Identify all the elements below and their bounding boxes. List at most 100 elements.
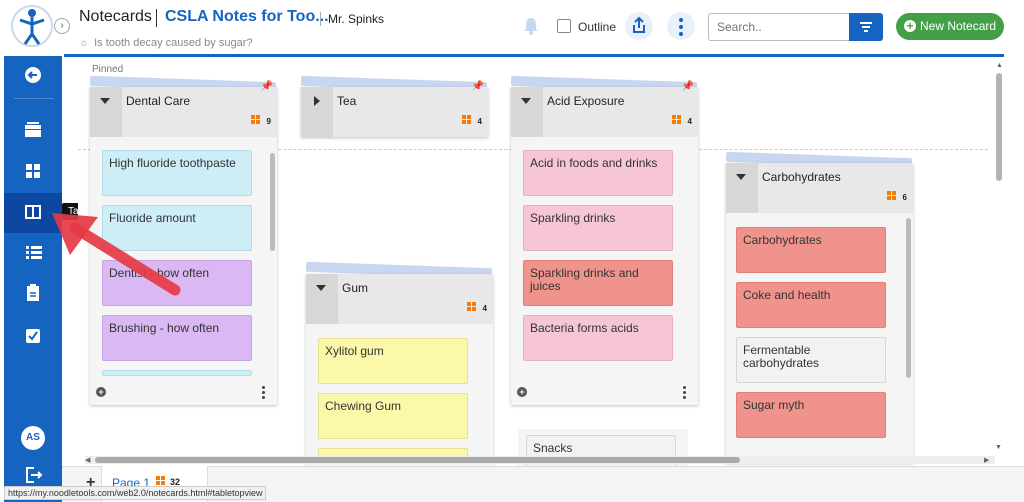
pin-icon[interactable]: 📌: [681, 81, 694, 92]
column-acid-exposure[interactable]: Acid Exposure 📌 4 Acid in foods and drin…: [511, 81, 698, 405]
add-page-button[interactable]: +: [86, 474, 96, 491]
collapse-toggle[interactable]: [90, 87, 122, 137]
board-vertical-scrollbar[interactable]: [996, 73, 1002, 181]
scroll-down-icon[interactable]: ▼: [995, 444, 1002, 451]
notecard[interactable]: Fermentable carbohydrates: [736, 337, 886, 383]
filter-button[interactable]: [849, 13, 883, 41]
scroll-left-icon[interactable]: ◀: [85, 457, 91, 464]
notecard-count: 4: [482, 304, 487, 313]
project-title[interactable]: CSLA Notes for Too...: [165, 8, 329, 25]
notecard[interactable]: Sparkling drinks and juices: [523, 260, 673, 306]
collapse-toggle[interactable]: [511, 87, 543, 137]
scroll-right-icon[interactable]: ▶: [984, 457, 990, 464]
sidebar-item-clipboard[interactable]: [4, 275, 62, 315]
notecard[interactable]: Dentist - how often: [102, 260, 252, 306]
sidebar-item-back[interactable]: [4, 56, 62, 96]
column-title: Acid Exposure: [547, 94, 625, 108]
column-dental-care[interactable]: Dental Care 📌 9 High fluoride toothpaste…: [90, 81, 277, 405]
notecard-count-icon: [156, 476, 166, 486]
page-notecard-count: 32: [170, 477, 181, 487]
more-options-button[interactable]: [667, 12, 695, 40]
notecard[interactable]: Acid in foods and drinks: [523, 150, 673, 196]
notecard[interactable]: Sugar myth: [736, 392, 886, 438]
sidebar-item-logout[interactable]: [4, 456, 62, 496]
notecard[interactable]: Bacteria forms acids: [523, 315, 673, 361]
notecard-count-icon: [672, 115, 682, 125]
filter-icon: [860, 22, 872, 32]
list-icon: [26, 246, 42, 259]
column-gum[interactable]: Gum 4 Xylitol gum Chewing Gum: [306, 274, 493, 467]
plus-icon: +: [904, 20, 916, 32]
caret-down-icon: [521, 98, 531, 104]
share-button[interactable]: [625, 12, 653, 40]
column-header[interactable]: Dental Care 📌 9: [90, 81, 277, 137]
teacher-name: Mr. Spinks: [328, 12, 385, 26]
notecard[interactable]: Fluoride amount: [102, 205, 252, 251]
pin-icon[interactable]: 📌: [260, 81, 273, 92]
sidebar-item-list[interactable]: [4, 234, 62, 274]
avatar[interactable]: AS: [21, 426, 45, 450]
sidebar-item-tabletop[interactable]: [4, 193, 62, 233]
column-header[interactable]: Tea 📌 4: [301, 81, 488, 137]
sidebar-divider: [14, 98, 54, 99]
caret-down-icon: [736, 174, 746, 180]
column-title: Dental Care: [126, 94, 191, 108]
search-input[interactable]: [708, 13, 850, 41]
title-divider: [156, 9, 157, 27]
caret-down-icon: [316, 285, 326, 291]
app-title: Notecards: [79, 8, 152, 25]
lightbulb-icon: ☼: [79, 37, 90, 49]
collapse-toggle[interactable]: [306, 274, 338, 324]
bell-icon[interactable]: [522, 16, 540, 36]
columns-icon: [25, 205, 41, 219]
add-notecard-icon[interactable]: +: [96, 387, 106, 397]
column-title: Tea: [337, 94, 357, 108]
new-notecard-button[interactable]: + New Notecard: [896, 13, 1004, 40]
chevron-right-icon[interactable]: ›: [54, 18, 70, 34]
column-scrollbar[interactable]: [906, 218, 911, 378]
column-more-icon[interactable]: [683, 386, 686, 401]
header-accent-bar: [64, 54, 1004, 57]
column-more-icon[interactable]: [262, 386, 265, 401]
notecard-partial[interactable]: [102, 370, 252, 376]
noodletools-logo-icon[interactable]: [8, 4, 56, 48]
share-icon: [633, 16, 645, 33]
sidebar-item-checklist[interactable]: [4, 317, 62, 357]
column-title: Carbohydrates: [762, 170, 841, 184]
sidebar-item-grid[interactable]: [4, 152, 62, 192]
collapse-toggle[interactable]: [726, 163, 758, 213]
notecard[interactable]: Sparkling drinks: [523, 205, 673, 251]
notecard[interactable]: Chewing Gum: [318, 393, 468, 439]
stack-icon: [25, 122, 41, 137]
annotation-arrow-icon: [52, 213, 181, 296]
pin-icon[interactable]: 📌: [471, 81, 484, 92]
caret-right-icon: [314, 96, 320, 106]
new-notecard-label: New Notecard: [920, 19, 997, 33]
notecard[interactable]: Xylitol gum: [318, 338, 468, 384]
column-header[interactable]: Carbohydrates 6: [726, 163, 913, 213]
status-bar-url: https://my.noodletools.com/web2.0/noteca…: [4, 486, 267, 500]
column-header[interactable]: Gum 4: [306, 274, 493, 324]
column-tea[interactable]: Tea 📌 4: [301, 81, 488, 137]
notecard-count-icon: [887, 191, 897, 201]
notecard[interactable]: High fluoride toothpaste: [102, 150, 252, 196]
notecard-count-icon: [467, 302, 477, 312]
add-notecard-icon[interactable]: +: [517, 387, 527, 397]
research-question[interactable]: ☼ Is tooth decay caused by sugar?: [79, 37, 252, 49]
notecard-count: 9: [266, 117, 271, 126]
back-arrow-icon: [25, 67, 41, 83]
grid-icon: [26, 164, 40, 178]
notecard[interactable]: Brushing - how often: [102, 315, 252, 361]
notecard-count: 6: [902, 193, 907, 202]
notecard[interactable]: Coke and health: [736, 282, 886, 328]
column-scrollbar[interactable]: [270, 153, 275, 251]
expand-toggle[interactable]: [301, 87, 333, 137]
notecard[interactable]: Carbohydrates: [736, 227, 886, 273]
board-horizontal-scrollbar[interactable]: [95, 457, 740, 463]
column-header[interactable]: Acid Exposure 📌 4: [511, 81, 698, 137]
scroll-up-icon[interactable]: ▲: [996, 62, 1003, 69]
sidebar-item-stack[interactable]: [4, 111, 62, 151]
notecard-count-icon: [251, 115, 261, 125]
column-carbohydrates[interactable]: Carbohydrates 6 Carbohydrates Coke and h…: [726, 163, 913, 463]
outline-checkbox[interactable]: [557, 19, 571, 33]
